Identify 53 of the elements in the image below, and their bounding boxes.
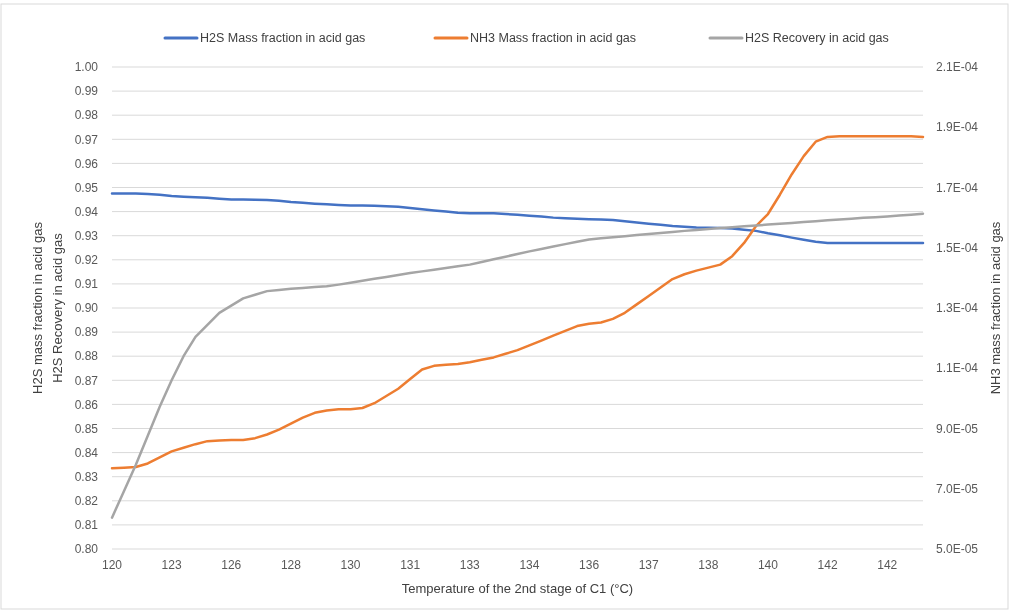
y-tick-label: 0.97 (74, 132, 99, 147)
y-tick-label: 0.90 (74, 301, 99, 316)
x-tick-label: 134 (519, 558, 540, 572)
x-tick-label: 130 (340, 558, 361, 572)
y-tick-label: 0.85 (74, 421, 99, 436)
y-tick-label: 0.88 (74, 349, 99, 364)
y-axis-title: H2S mass fraction in acid gas H2S Recovery in acid gas (30, 221, 65, 394)
y2-tick-label: 2.1E-04 (936, 60, 979, 75)
y-tick-label: 0.84 (74, 445, 99, 460)
y-tick-label: 0.80 (74, 542, 99, 557)
y2-tick-label: 1.7E-04 (936, 180, 979, 195)
x-tick-label: 131 (400, 558, 421, 572)
y-tick-label: 0.87 (74, 373, 99, 388)
y2-tick-label: 7.0E-05 (936, 481, 979, 496)
y-tick-label: 0.98 (74, 108, 99, 123)
y2-tick-label: 5.0E-05 (936, 542, 979, 557)
x-tick-label: 128 (280, 558, 302, 572)
x-tick-label: 126 (221, 558, 242, 572)
x-tick-label: 138 (698, 558, 719, 572)
y-tick-label: 0.99 (74, 84, 99, 99)
line-series (110, 212, 925, 519)
y2-tick-label: 1.9E-04 (936, 120, 979, 135)
x-tick-label: 123 (161, 558, 182, 572)
y-tick-label: 0.95 (74, 180, 99, 195)
y2-axis-title: NH3 mass fraction in acid gas (988, 221, 1003, 395)
y2-tick-label: 9.0E-05 (936, 421, 979, 436)
legend-label: NH3 Mass fraction in acid gas (470, 31, 637, 46)
x-tick-label: 137 (638, 558, 660, 572)
line-series (110, 192, 925, 245)
x-tick-label: 142 (877, 558, 898, 572)
y-tick-label: 0.89 (74, 325, 99, 340)
x-tick-label: 133 (459, 558, 481, 572)
y-tick-label: 0.82 (74, 494, 99, 508)
x-tick-label: 142 (817, 558, 838, 572)
x-tick-label: 120 (101, 558, 123, 572)
y-tick-label: 0.93 (74, 228, 99, 243)
y2-tick-label: 1.3E-04 (936, 301, 979, 316)
y-tick-label: 0.83 (74, 469, 99, 484)
x-tick-label: 140 (757, 558, 779, 572)
y-tick-label: 0.91 (74, 277, 99, 292)
y-tick-label: 0.92 (74, 253, 99, 267)
x-tick-label: 136 (579, 558, 600, 572)
y-tick-label: 0.96 (74, 156, 99, 171)
y-tick-label: 0.81 (74, 518, 99, 533)
y2-tick-label: 1.5E-04 (936, 240, 979, 255)
y-tick-label: 1.00 (74, 60, 99, 75)
y-tick-label: 0.94 (74, 204, 99, 219)
line-series (110, 135, 925, 470)
x-axis-title: Temperature of the 2nd stage of C1 (°C) (401, 581, 634, 596)
y2-tick-label: 1.1E-04 (936, 361, 979, 376)
legend-label: H2S Mass fraction in acid gas (200, 31, 366, 46)
y-tick-label: 0.86 (74, 397, 99, 412)
legend-label: H2S Recovery in acid gas (745, 31, 889, 46)
